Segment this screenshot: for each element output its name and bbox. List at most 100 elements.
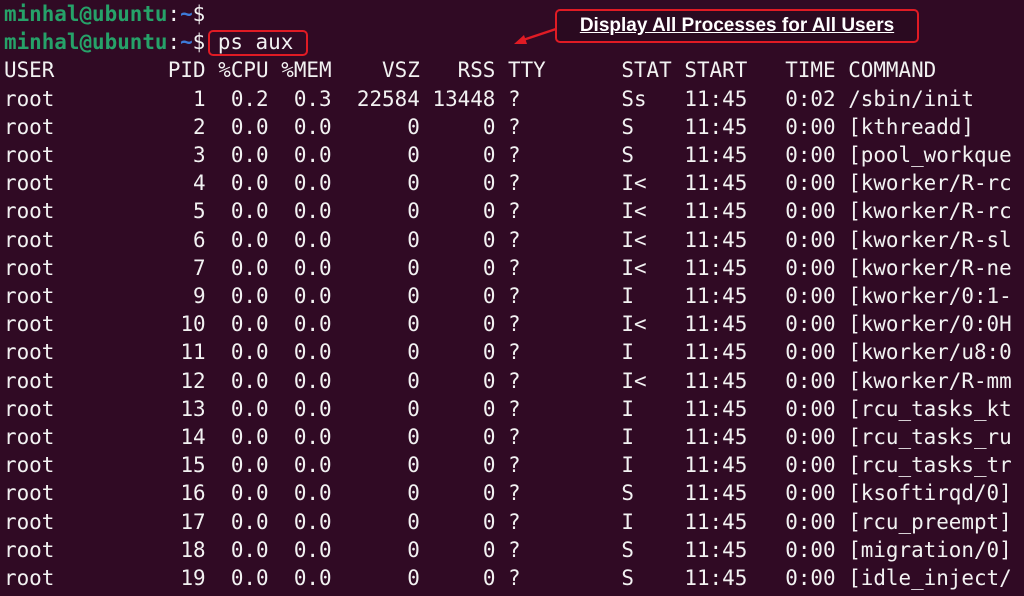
cell-cpu: 0.0: [230, 368, 269, 393]
cell-command: [pool_workque: [848, 143, 1012, 167]
table-row: root 16 0.0 0.0 0 0? S 11:45 0:00 [ksoftirqd/0]: [4, 479, 1024, 507]
cell-tty: ?: [508, 86, 521, 111]
cell-time: 0:00: [785, 312, 836, 337]
cell-time: 0:00: [785, 566, 836, 590]
cell-cpu: 0.0: [230, 312, 269, 337]
table-row: root 10 0.0 0.0 0 0? I< 11:45 0:00 [kworker/0:0H: [4, 310, 1024, 338]
cell-stat: S: [621, 143, 634, 167]
annotation-callout: Display All Processes for All Users: [555, 9, 919, 43]
header-vsz: VSZ: [382, 58, 420, 83]
cell-pid: 12: [180, 368, 206, 393]
cell-mem: 0.3: [293, 86, 332, 111]
cell-vsz: 0: [407, 284, 420, 308]
cell-vsz: 0: [407, 199, 420, 224]
cell-stat: I: [621, 509, 634, 534]
cell-pid: 1: [193, 86, 206, 111]
cell-start: 11:45: [684, 86, 748, 111]
command-text[interactable]: ps aux: [217, 30, 294, 55]
table-row: root 19 0.0 0.0 0 0? S 11:45 0:00 [idle_inject/: [4, 564, 1024, 592]
cell-pid: 15: [180, 453, 206, 478]
cell-user: root: [4, 284, 55, 308]
cell-vsz: 0: [407, 255, 420, 280]
cell-mem: 0.0: [293, 396, 332, 421]
cell-cpu: 0.0: [230, 114, 269, 139]
cell-rss: 13448: [432, 86, 496, 111]
cell-pid: 14: [180, 425, 206, 449]
cell-time: 0:00: [785, 340, 836, 365]
cell-cpu: 0.0: [230, 199, 269, 224]
cell-stat: S: [621, 481, 634, 506]
cell-pid: 17: [180, 509, 206, 534]
cell-rss: 0: [482, 425, 496, 449]
cell-pid: 13: [180, 396, 206, 421]
cell-pid: 11: [180, 340, 206, 365]
cell-start: 11:45: [684, 566, 748, 590]
table-header: USER PID %CPU %MEM VSZ RSS TTY STAT START TIME COM…: [4, 56, 1024, 84]
cell-cpu: 0.0: [230, 143, 269, 167]
cell-user: root: [4, 481, 55, 506]
cell-start: 11:45: [684, 537, 748, 562]
cell-command: [kworker/R-rc: [848, 171, 1012, 196]
table-row: root 11 0.0 0.0 0 0? I 11:45 0:00 [kworker/u8:0: [4, 338, 1024, 366]
cell-command: [kworker/R-rc: [848, 199, 1012, 224]
cell-time: 0:00: [785, 509, 836, 534]
cell-start: 11:45: [684, 255, 748, 280]
header-time: TIME: [785, 58, 836, 83]
cell-mem: 0.0: [293, 566, 332, 590]
cell-rss: 0: [482, 509, 496, 534]
cell-stat: I<: [621, 255, 647, 280]
cell-tty: ?: [508, 425, 521, 449]
cell-start: 11:45: [684, 171, 748, 196]
header-user: USER: [4, 58, 55, 83]
prompt-line-2: minhal@ubuntu:~$ ps aux: [4, 28, 1024, 56]
cell-stat: I<: [621, 312, 647, 337]
cell-vsz: 0: [407, 340, 420, 365]
header-rss: RSS: [457, 58, 496, 83]
annotation-arrow-icon: [514, 27, 557, 44]
header-start: START: [684, 58, 748, 83]
cell-time: 0:00: [785, 227, 836, 252]
cell-user: root: [4, 425, 55, 449]
cell-cpu: 0.2: [230, 86, 269, 111]
cell-vsz: 0: [407, 312, 420, 337]
cell-user: root: [4, 199, 55, 224]
cell-start: 11:45: [684, 340, 748, 365]
cell-mem: 0.0: [293, 114, 332, 139]
cell-stat: I: [621, 453, 634, 478]
cell-command: [kthreadd]: [848, 114, 974, 139]
cell-vsz: 0: [407, 143, 420, 167]
cell-start: 11:45: [684, 425, 748, 449]
table-row: root 7 0.0 0.0 0 0? I< 11:45 0:00 [kworker/R-ne: [4, 254, 1024, 282]
cell-pid: 10: [180, 312, 206, 337]
table-row: root 13 0.0 0.0 0 0? I 11:45 0:00 [rcu_tasks_kt: [4, 395, 1024, 423]
cell-rss: 0: [482, 255, 496, 280]
prompt-symbol: $: [192, 2, 206, 26]
header-command: COMMAND: [848, 58, 937, 83]
cell-command: [kworker/0:0H: [848, 312, 1012, 337]
cell-mem: 0.0: [293, 255, 332, 280]
cell-time: 0:00: [785, 284, 836, 308]
cell-tty: ?: [508, 312, 521, 337]
cell-command: [rcu_tasks_kt: [848, 396, 1012, 421]
cell-time: 0:00: [785, 481, 836, 506]
cell-stat: S: [621, 566, 634, 590]
cell-pid: 4: [193, 171, 206, 196]
cell-start: 11:45: [684, 481, 748, 506]
cell-user: root: [4, 143, 55, 167]
cell-pid: 9: [193, 284, 206, 308]
cell-user: root: [4, 368, 55, 393]
cell-cpu: 0.0: [230, 537, 269, 562]
cell-pid: 19: [180, 566, 206, 590]
cell-rss: 0: [482, 171, 496, 196]
table-row: root 15 0.0 0.0 0 0? I 11:45 0:00 [rcu_tasks_tr: [4, 451, 1024, 479]
cell-pid: 5: [193, 199, 206, 224]
cell-time: 0:00: [785, 453, 836, 478]
cell-cpu: 0.0: [230, 566, 269, 590]
cell-stat: I: [621, 284, 634, 308]
cell-tty: ?: [508, 509, 521, 534]
cell-command: [kworker/R-mm: [848, 368, 1012, 393]
cell-tty: ?: [508, 255, 521, 280]
cell-vsz: 0: [407, 481, 420, 506]
cell-tty: ?: [508, 340, 521, 365]
cell-mem: 0.0: [293, 199, 332, 224]
